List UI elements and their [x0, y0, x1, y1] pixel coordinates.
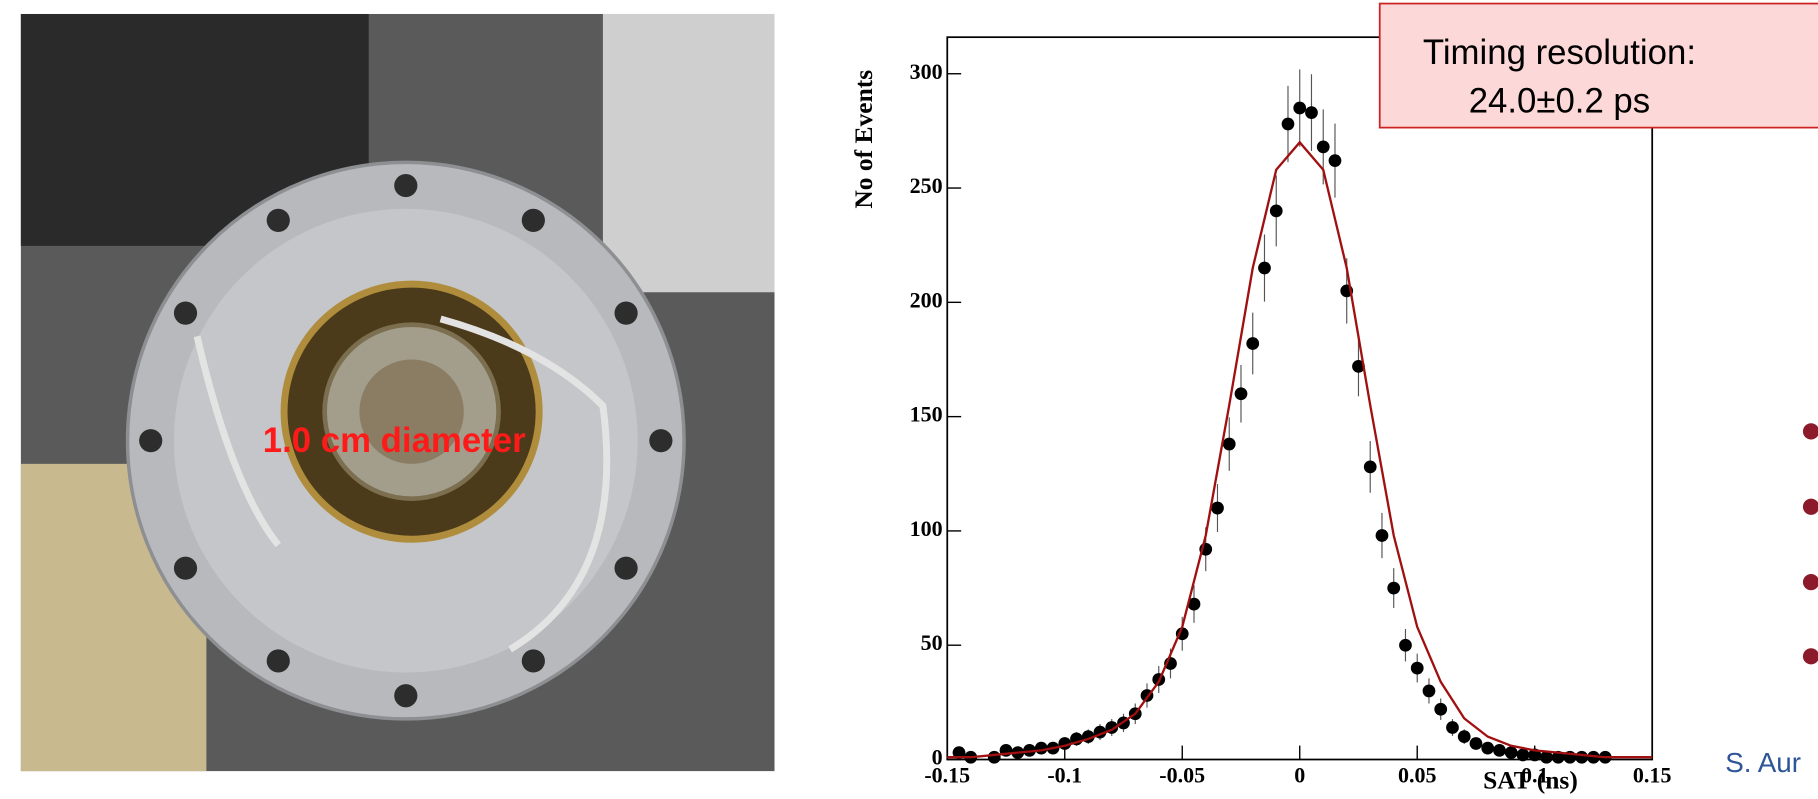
data-point: [1422, 684, 1436, 698]
y-tick-label: 50: [921, 630, 943, 655]
detector-center: [359, 359, 464, 464]
x-tick-label: -0.05: [1159, 762, 1205, 787]
photo: 1.0 cm diameter: [20, 13, 775, 772]
bullets: [1802, 423, 1818, 665]
footer-text: S. Aur: [1725, 747, 1801, 778]
gas-line: [193, 315, 611, 653]
data-point: [1316, 140, 1330, 154]
data-point: [1246, 337, 1260, 350]
y-tick-label: 150: [910, 402, 943, 427]
data-point: [1457, 730, 1471, 744]
data-point: [1387, 581, 1401, 595]
data-point: [1469, 737, 1483, 750]
data-point: [1481, 741, 1495, 755]
annotation-line: Timing resolution:: [1423, 34, 1696, 72]
bolt-holes: [139, 173, 673, 708]
y-axis-label: No of Events: [849, 70, 878, 209]
data-point: [1434, 702, 1448, 716]
x-tick-label: 0.05: [1398, 762, 1437, 787]
data-point: [1293, 101, 1307, 115]
data-point: [987, 750, 1001, 764]
x-tick-label: -0.1: [1047, 762, 1082, 787]
y-tick-label: 200: [910, 287, 943, 312]
chart: -0.15 -0.1 -0.05 0 0.05 0.1 0.15 0 50 100 150 200 25…: [910, 59, 1672, 788]
photo-equipment: [602, 13, 775, 293]
x-axis-label: SAT (ns): [1483, 765, 1578, 794]
data-point: [1305, 106, 1318, 119]
x-tick-label: 0.15: [1633, 762, 1672, 787]
data-point: [1328, 154, 1342, 167]
data-point: [1575, 750, 1589, 764]
data-point: [1352, 359, 1365, 373]
data-point: [1504, 746, 1518, 760]
data-point: [1363, 460, 1377, 474]
y-tick-label: 250: [910, 173, 943, 198]
data-point: [1034, 741, 1048, 755]
data-point: [1493, 743, 1506, 757]
photo-label: 1.0 cm diameter: [263, 422, 526, 460]
data-point: [1399, 638, 1412, 652]
data-point: [1375, 529, 1389, 542]
data-point: [1446, 721, 1459, 734]
data-point: [1258, 261, 1271, 275]
data-point: [1234, 387, 1248, 401]
x-tick-label: 0: [1294, 762, 1305, 787]
annotation-line: 24.0±0.2 ps: [1469, 83, 1650, 121]
annotation-box: [1378, 2, 1818, 129]
data-point: [1540, 750, 1553, 764]
fit-curve: [947, 140, 1653, 759]
y-tick-label: 0: [932, 745, 943, 770]
data-point: [1516, 748, 1530, 762]
data-point: [1410, 661, 1424, 675]
data-point: [1269, 204, 1283, 218]
data-point: [952, 746, 966, 760]
x-tick-label: -0.15: [924, 762, 970, 787]
y-tick-label: 100: [910, 516, 943, 541]
data-point: [1211, 501, 1224, 515]
y-tick-label: 300: [910, 59, 943, 84]
data-point: [1222, 437, 1236, 451]
data-point: [1281, 117, 1295, 131]
x-tick-label: 0.1: [1521, 762, 1549, 787]
data-point: [1187, 597, 1201, 611]
